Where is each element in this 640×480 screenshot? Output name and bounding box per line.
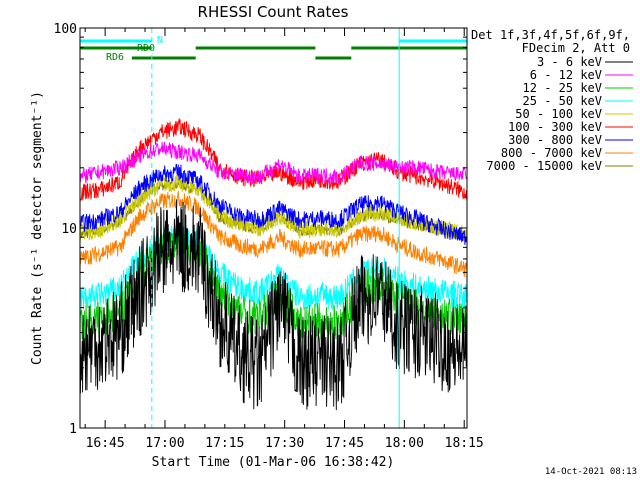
- legend-header-line-2: FDecim 2, Att 0: [522, 41, 630, 55]
- series-line-4: [79, 173, 468, 242]
- flag-bar: [399, 39, 467, 43]
- legend-label: 100 - 300 keV: [508, 120, 602, 134]
- y-axis: 1 10 100: [54, 22, 467, 437]
- x-axis-label: Start Time (01-Mar-06 16:38:42): [152, 455, 395, 470]
- legend-label: 6 - 12 keV: [530, 68, 602, 82]
- series-line-3: [79, 224, 468, 312]
- x-tick-label: 17:00: [145, 436, 184, 451]
- series-line-6: [79, 164, 468, 246]
- series-line-1: [79, 141, 468, 185]
- legend-header: Det 1f,3f,4f,5f,6f,9f, FDecim 2, Att 0: [471, 28, 630, 55]
- legend-label: 25 - 50 keV: [523, 94, 602, 108]
- legend-label: 50 - 100 keV: [515, 107, 602, 121]
- x-tick-label: 17:30: [265, 436, 304, 451]
- y-tick-label: 1: [69, 422, 77, 437]
- x-axis: 16:45 17:00 17:15 17:30 17:45 18:00 18:15: [84, 28, 484, 451]
- flag-bar: [80, 46, 152, 50]
- series-line-0: [79, 199, 468, 411]
- flag-bar: [315, 56, 352, 60]
- chart-title: RHESSI Count Rates: [198, 3, 349, 21]
- legend-label: 300 - 800 keV: [508, 133, 602, 147]
- series-lines: [79, 118, 468, 411]
- x-tick-label: 18:00: [385, 436, 424, 451]
- series-line-7: [79, 190, 468, 278]
- legend-label: 7000 - 15000 keV: [486, 159, 602, 173]
- x-tick-label: 18:15: [445, 436, 484, 451]
- flag-bar: [131, 56, 196, 60]
- y-tick-label: 100: [54, 22, 77, 37]
- y-tick-label: 10: [61, 222, 77, 237]
- x-tick-label: 17:45: [325, 436, 364, 451]
- legend-label: 12 - 25 keV: [523, 81, 602, 95]
- footer-date: 14-Oct-2021 08:13: [545, 467, 637, 477]
- legend-header-line-1: Det 1f,3f,4f,5f,6f,9f,: [471, 28, 630, 42]
- flag-bar: [195, 46, 316, 50]
- flag-label: RD6: [106, 52, 124, 63]
- x-tick-label: 16:45: [86, 436, 125, 451]
- legend-label: 800 - 7000 keV: [501, 146, 602, 160]
- y-axis-label: Count Rate (s⁻¹ detector segment⁻¹): [30, 91, 45, 365]
- x-tick-label: 17:15: [205, 436, 244, 451]
- flag-bar: [80, 39, 152, 43]
- flag-label: RD0: [137, 43, 155, 54]
- legend-label: 3 - 6 keV: [537, 55, 602, 69]
- flag-label: N: [157, 35, 163, 46]
- flag-bar: [351, 46, 467, 50]
